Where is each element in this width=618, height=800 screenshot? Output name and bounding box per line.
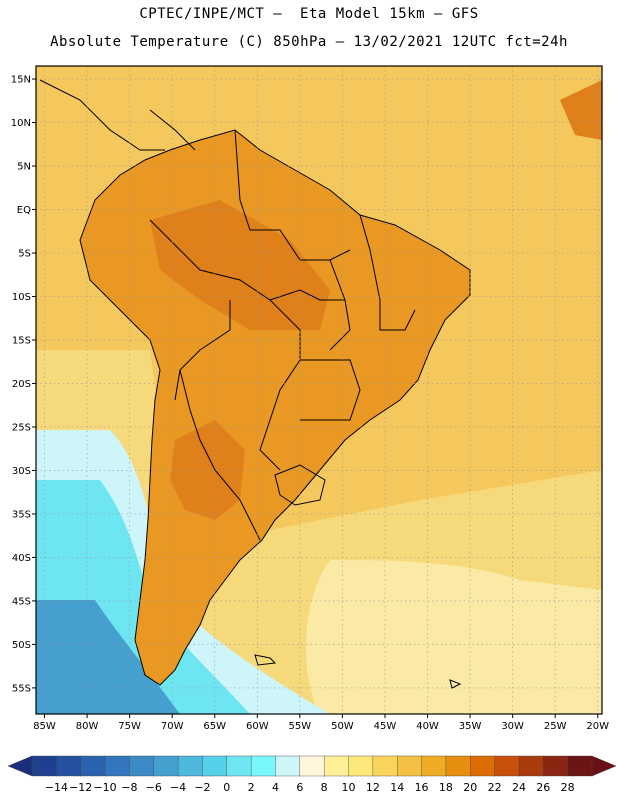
lon-tick-label: 70W	[161, 721, 184, 732]
colorbar-label: −8	[121, 781, 137, 794]
chart-title-line-2: Absolute Temperature (C) 850hPa – 13/02/…	[50, 34, 568, 50]
lat-tick-label: 5N	[17, 162, 31, 173]
colorbar-label: 2	[248, 781, 255, 794]
colorbar-swatch	[567, 755, 593, 777]
colorbar-labels: −14 −12 −10 −8 −6 −4 −2 0 2 4 6 8 10 12 14 16 18 20 22 24 26…	[45, 781, 575, 794]
hot-core-amazon	[150, 200, 330, 330]
lat-tick-label: 40S	[12, 553, 31, 564]
coldest-water-zone	[36, 600, 180, 714]
colorbar-swatch	[153, 755, 179, 777]
graticule	[36, 66, 602, 714]
colorbar-swatch	[543, 755, 569, 777]
colorbar-swatch	[299, 755, 325, 777]
colorbar-label: 16	[415, 781, 429, 794]
colorbar-label: 22	[488, 781, 502, 794]
lat-tick-label: 15S	[12, 335, 31, 346]
lat-tick-label: 10S	[12, 292, 31, 303]
colorbar-label: −14	[45, 781, 68, 794]
lon-tick-label: 40W	[416, 721, 439, 732]
colorbar-label: −10	[93, 781, 116, 794]
hot-core-atlantic	[560, 80, 602, 140]
colorbar-swatch	[323, 755, 350, 777]
colorbar-label: 4	[272, 781, 279, 794]
lat-tick-label: EQ	[17, 205, 31, 216]
lat-tick-label: 55S	[12, 683, 31, 694]
colorbar-swatch	[421, 755, 447, 777]
lon-tick-label: 55W	[289, 721, 312, 732]
lat-tick-label: 25S	[12, 422, 31, 433]
lat-tick-label: 10N	[11, 118, 31, 129]
colorbar-swatch	[177, 755, 204, 777]
ocean-cool-zone	[306, 560, 602, 714]
colorbar-swatch	[31, 755, 58, 777]
colorbar-label: −12	[69, 781, 92, 794]
colorbar-swatch	[470, 755, 496, 777]
colorbar-swatch	[372, 755, 398, 777]
lon-tick-label: 50W	[331, 721, 354, 732]
colorbar-max-arrow	[591, 755, 617, 777]
lat-tick-label: 35S	[12, 509, 31, 520]
temperature-field	[36, 66, 602, 714]
colorbar-label: 6	[296, 781, 303, 794]
colorbar-swatch	[494, 755, 520, 777]
colorbar-label: 10	[342, 781, 356, 794]
lon-tick-label: 35W	[459, 721, 482, 732]
colorbar-swatch	[250, 755, 277, 777]
colorbar-label: 28	[561, 781, 575, 794]
lon-tick-label: 25W	[544, 721, 567, 732]
colorbar-label: 26	[536, 781, 550, 794]
colorbar-label: 14	[390, 781, 404, 794]
lon-tick-label: 20W	[586, 721, 609, 732]
lon-tick-label: 60W	[246, 721, 269, 732]
colorbar-swatch	[202, 755, 228, 777]
colorbar-swatch	[518, 755, 545, 777]
lon-tick-label: 75W	[118, 721, 141, 732]
map-frame	[35, 65, 603, 715]
lat-tick-label: 50S	[12, 640, 31, 651]
colorbar-label: 12	[366, 781, 380, 794]
colorbar-label: 18	[439, 781, 453, 794]
lon-tick-label: 45W	[374, 721, 397, 732]
lon-tick-label: 80W	[76, 721, 99, 732]
lat-tick-label: 20S	[12, 379, 31, 390]
lon-tick-label: 30W	[501, 721, 524, 732]
colorbar-swatch	[445, 755, 471, 777]
colorbar-label: 0	[223, 781, 230, 794]
colorbar-label: −2	[194, 781, 210, 794]
colorbar-swatch	[226, 755, 252, 777]
chart-title-line-1: CPTEC/INPE/MCT – Eta Model 15km – GFS	[139, 6, 479, 22]
colorbar-label: 8	[321, 781, 328, 794]
hot-core-argentina	[170, 420, 245, 520]
colorbar-label: 20	[463, 781, 477, 794]
colorbar	[7, 755, 617, 777]
colorbar-min-arrow	[7, 755, 33, 777]
lat-tick-label: 30S	[12, 466, 31, 477]
lat-tick-label: 15N	[11, 75, 31, 86]
colorbar-swatch	[56, 755, 82, 777]
country-borders	[39, 79, 471, 689]
lat-tick-label: 5S	[18, 249, 31, 260]
lon-tick-label: 65W	[203, 721, 226, 732]
longitude-axis: 85W 80W 75W 70W 65W 60W 55W 50W 45W 40W 35W 30W 25W 2…	[33, 714, 609, 732]
colorbar-swatch	[129, 755, 155, 777]
colorbar-swatch	[397, 755, 423, 777]
colorbar-swatch	[348, 755, 374, 777]
colorbar-label: −4	[170, 781, 186, 794]
colorbar-swatch	[80, 755, 106, 777]
colorbar-label: 24	[512, 781, 526, 794]
latitude-axis: 15N 10N 5N EQ 5S 10S 15S 20S 25S 30S 35S 40S 45S 50S 5…	[11, 75, 36, 694]
lat-tick-label: 45S	[12, 596, 31, 607]
colorbar-swatch	[104, 755, 131, 777]
lon-tick-label: 85W	[33, 721, 56, 732]
colorbar-label: −6	[146, 781, 162, 794]
colorbar-swatch	[275, 755, 301, 777]
